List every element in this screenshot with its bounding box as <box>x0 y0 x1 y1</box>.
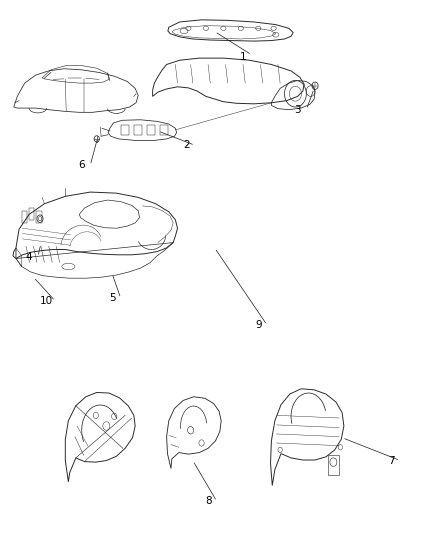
Text: 7: 7 <box>388 456 395 465</box>
Bar <box>21 211 27 223</box>
Bar <box>121 125 129 135</box>
Text: 8: 8 <box>205 496 212 506</box>
Text: 2: 2 <box>183 140 190 150</box>
Text: 9: 9 <box>255 320 261 330</box>
Text: 6: 6 <box>78 160 85 171</box>
Text: 3: 3 <box>294 104 301 115</box>
Bar <box>328 455 339 475</box>
Bar <box>36 211 42 223</box>
Text: 5: 5 <box>109 293 115 303</box>
Text: 10: 10 <box>40 296 53 306</box>
Text: 1: 1 <box>240 52 246 61</box>
Text: 4: 4 <box>26 252 32 262</box>
Bar <box>160 125 168 135</box>
Bar <box>29 208 34 220</box>
Bar <box>134 125 142 135</box>
Bar <box>147 125 155 135</box>
